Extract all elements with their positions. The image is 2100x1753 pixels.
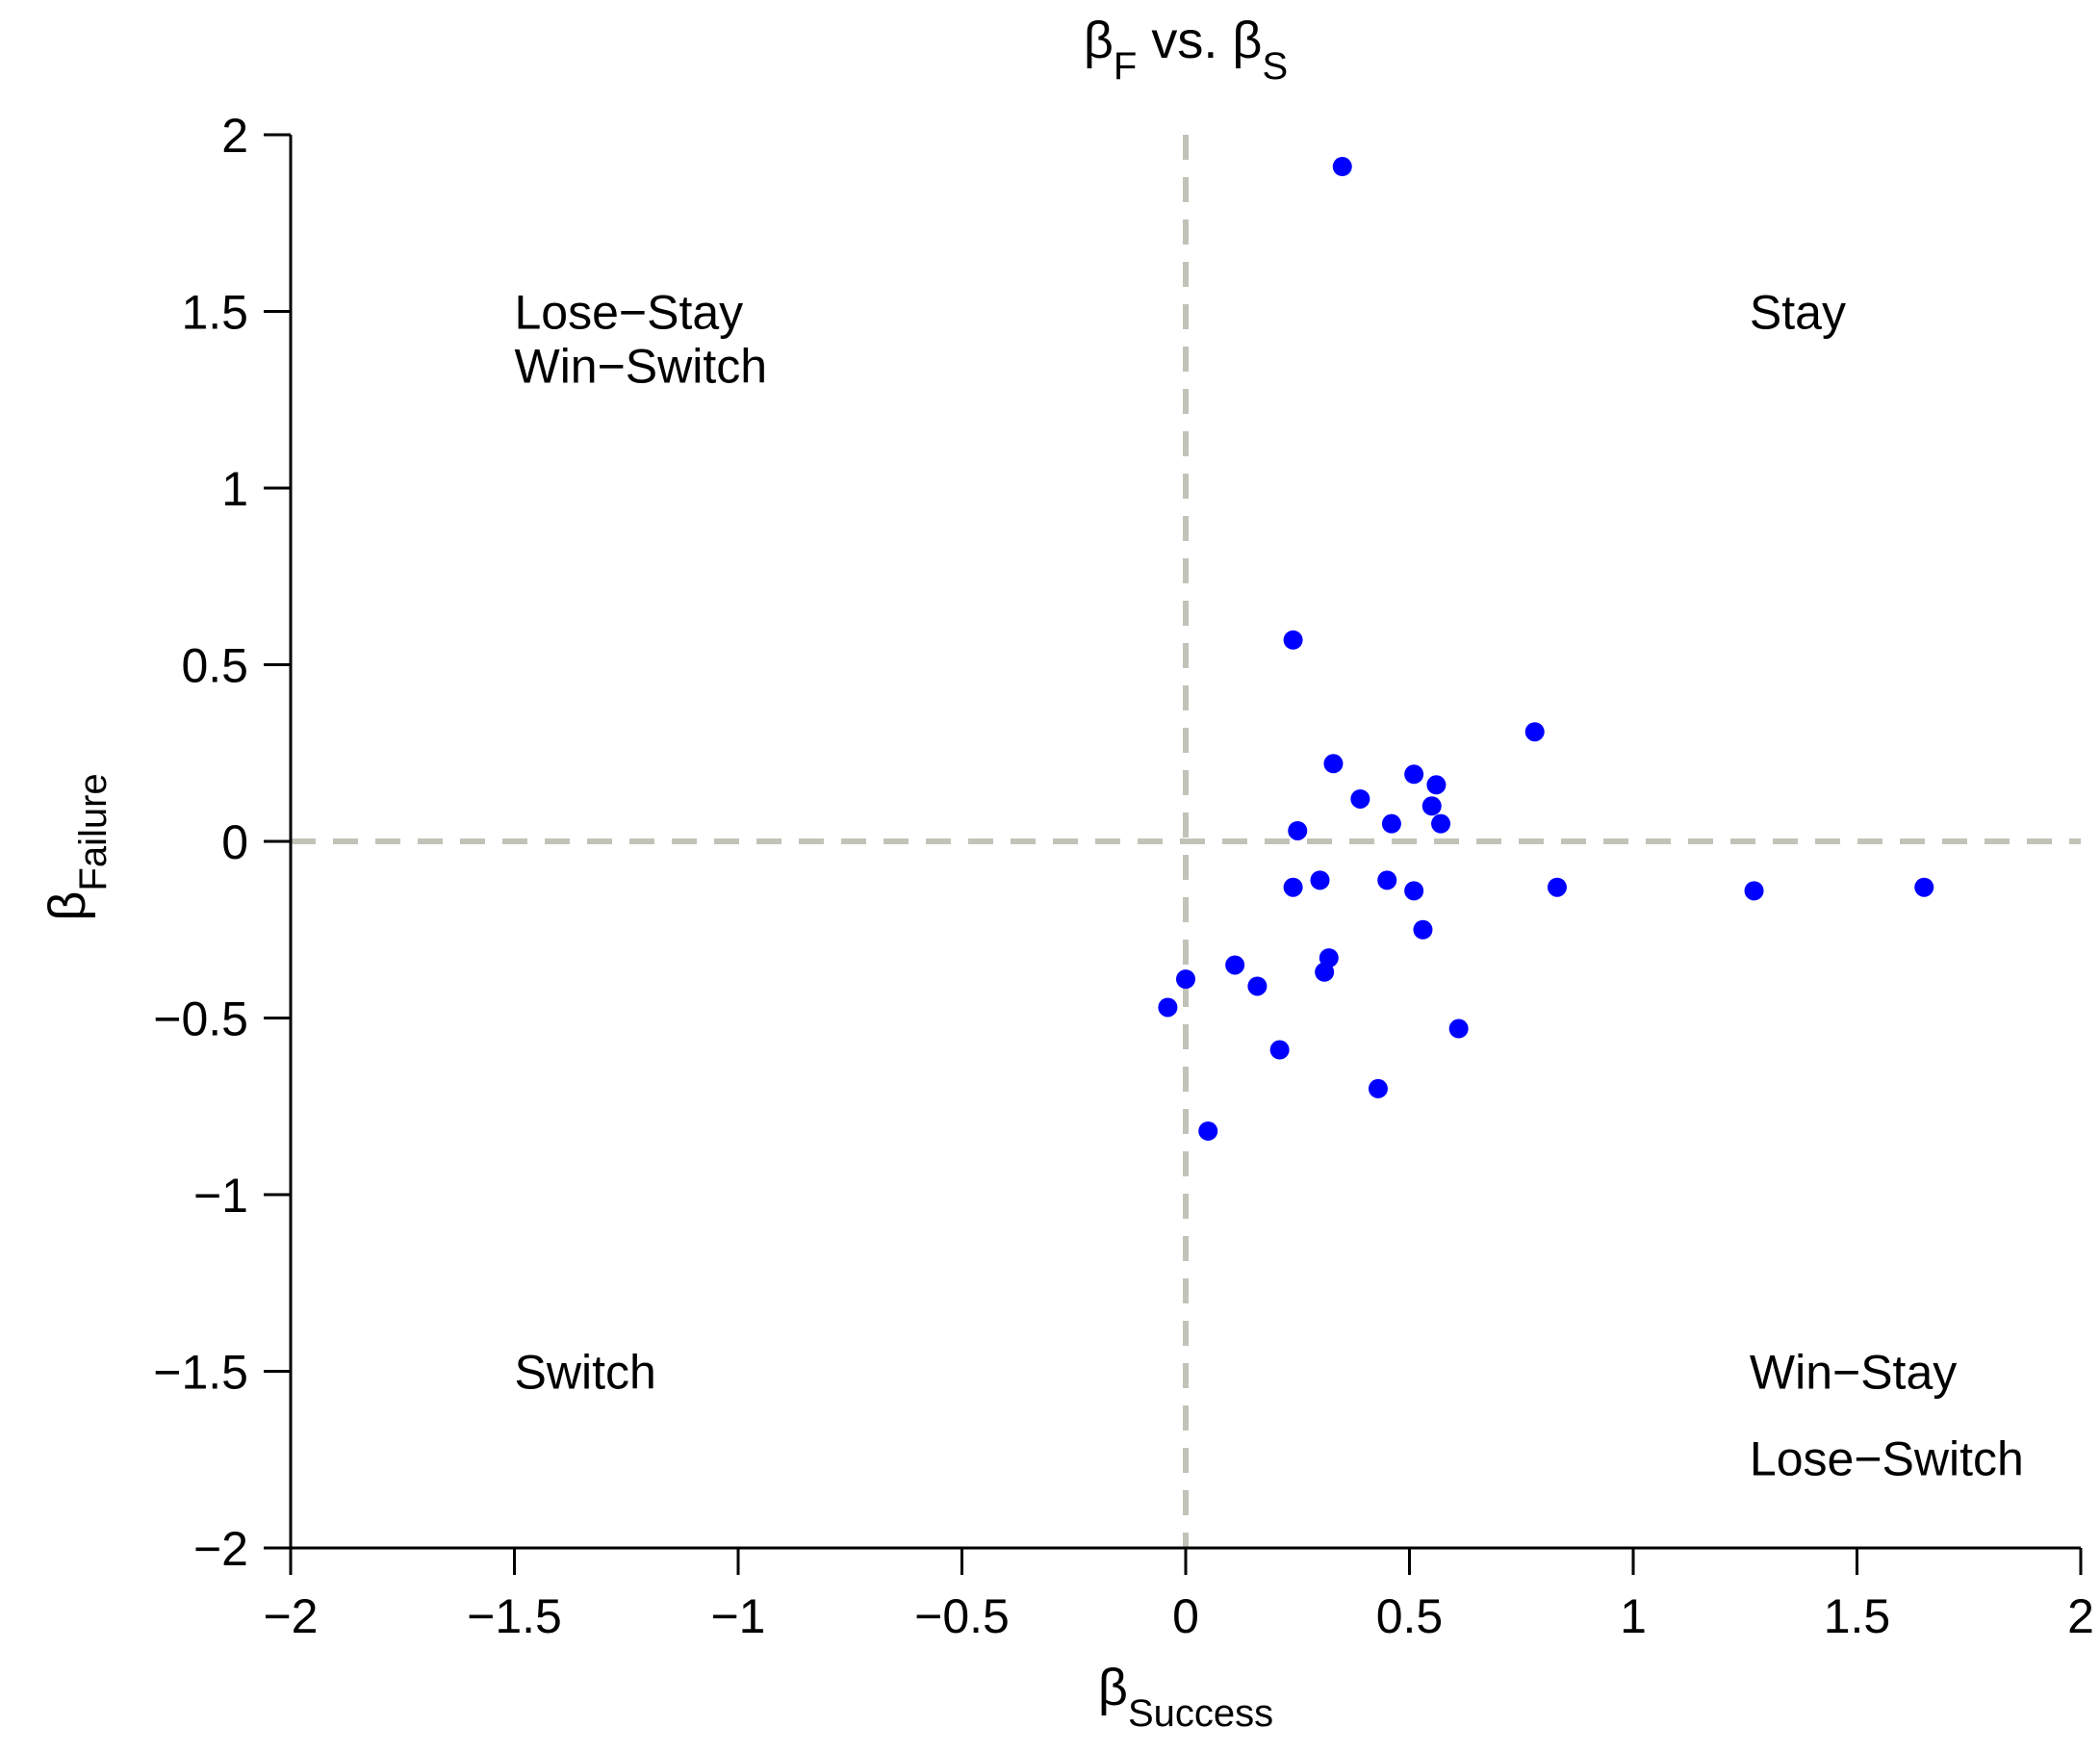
data-point (1413, 919, 1433, 940)
data-point (1744, 881, 1764, 901)
x-tick-label: −0.5 (914, 1589, 1010, 1643)
y-tick-label: −2 (193, 1522, 248, 1576)
data-point (1225, 955, 1245, 975)
quadrant-label-bottom-left: Switch (515, 1346, 656, 1400)
chart-title-sub1: F (1114, 45, 1137, 88)
x-tick-label: 1.5 (1824, 1589, 1891, 1643)
chart-title: βF vs. βS (1084, 12, 1288, 88)
y-axis-ticks: −2 −1.5 −1 −0.5 0 0.5 1 1.5 2 (153, 109, 291, 1576)
quadrant-label-top-left: Lose−Stay Win−Switch (515, 286, 768, 394)
data-point (1332, 157, 1352, 177)
data-point (1914, 877, 1934, 897)
chart-title-mid: vs. β (1137, 12, 1262, 69)
chart-title-main: β (1084, 12, 1114, 69)
data-point (1350, 788, 1370, 809)
y-axis-label-main: β (38, 891, 96, 921)
x-tick-label: −2 (263, 1589, 318, 1643)
data-point (1288, 820, 1308, 840)
quadrant-label-line: Win−Stay (1750, 1346, 1957, 1400)
x-axis-label: βSuccess (1098, 1659, 1273, 1735)
x-axis-ticks: −2 −1.5 −1 −0.5 0 0.5 1 1.5 2 (263, 1548, 2094, 1643)
y-tick-label: 0 (221, 815, 248, 869)
y-tick-label: −1.5 (153, 1346, 248, 1400)
x-axis-label-sub: Success (1128, 1692, 1273, 1735)
y-tick-label: 1 (221, 462, 248, 516)
data-point (1547, 877, 1567, 897)
quadrant-label-top-right: Stay (1750, 286, 1846, 340)
y-tick-label: 0.5 (181, 639, 248, 693)
quadrant-label-line: Switch (515, 1346, 656, 1400)
quadrant-label-line: Win−Switch (515, 340, 768, 394)
y-tick-label: −1 (193, 1169, 248, 1223)
data-point (1158, 997, 1178, 1018)
x-tick-label: −1 (710, 1589, 765, 1643)
data-point (1404, 764, 1424, 785)
x-axis-label-main: β (1098, 1659, 1128, 1716)
quadrant-label-line: Lose−Stay (515, 286, 744, 340)
x-tick-label: 0.5 (1376, 1589, 1444, 1643)
x-tick-label: 1 (1620, 1589, 1647, 1643)
data-point (1381, 813, 1401, 834)
quadrant-label-line: Stay (1750, 286, 1846, 340)
data-point (1310, 870, 1330, 890)
data-point (1404, 881, 1424, 901)
x-tick-label: −1.5 (467, 1589, 562, 1643)
x-tick-label: 0 (1172, 1589, 1199, 1643)
y-tick-label: −0.5 (153, 993, 248, 1046)
data-point (1176, 969, 1195, 990)
data-point (1431, 813, 1451, 834)
reference-lines (291, 135, 2081, 1548)
y-axis-label: βFailure (38, 773, 115, 920)
quadrant-label-bottom-right: Win−Stay Lose−Switch (1750, 1346, 2024, 1486)
y-tick-label: 1.5 (181, 286, 248, 340)
data-point (1315, 962, 1335, 982)
y-axis-label-sub: Failure (72, 773, 115, 890)
data-point (1426, 775, 1447, 795)
data-point (1247, 976, 1268, 996)
data-point (1269, 1040, 1290, 1060)
data-point (1283, 877, 1303, 897)
x-tick-label: 2 (2067, 1589, 2094, 1643)
data-point (1283, 630, 1303, 650)
data-points (1158, 157, 1934, 1141)
quadrant-labels: Lose−Stay Win−Switch Stay Switch Win−Stay Los… (515, 286, 2024, 1486)
data-point (1377, 870, 1397, 890)
data-point (1421, 796, 1442, 816)
data-point (1524, 722, 1545, 742)
quadrant-label-line: Lose−Switch (1750, 1432, 2024, 1486)
data-point (1448, 1018, 1469, 1039)
data-point (1198, 1121, 1218, 1141)
data-point (1368, 1078, 1388, 1098)
chart-title-sub2: S (1262, 45, 1288, 88)
data-point (1323, 754, 1344, 774)
y-tick-label: 2 (221, 109, 248, 163)
